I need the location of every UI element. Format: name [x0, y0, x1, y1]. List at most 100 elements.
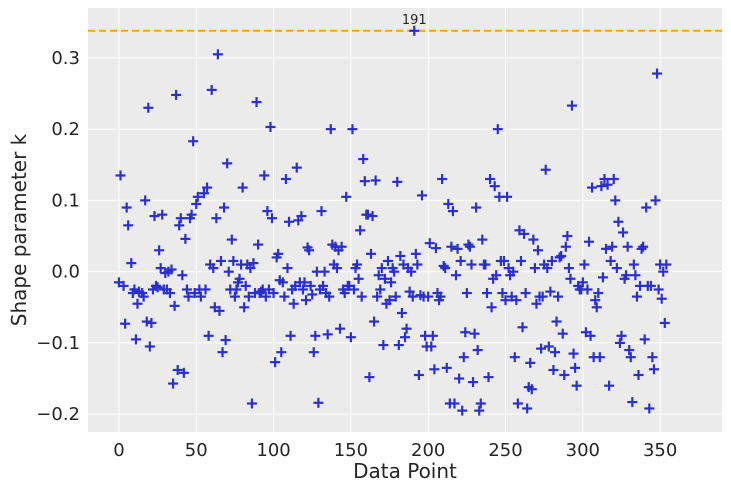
x-tick-label: 100 — [256, 440, 290, 461]
data-point — [183, 291, 194, 302]
data-point — [301, 295, 312, 306]
data-point — [475, 398, 486, 409]
data-point — [587, 182, 598, 193]
data-point — [231, 284, 242, 295]
tick-labels: 0 50 100 150 200 250 300 350 −0.2 −0.1 0.0 0.1 0.2 0.… — [36, 48, 677, 461]
data-point — [151, 280, 162, 291]
data-point — [364, 372, 375, 383]
data-point — [543, 341, 554, 352]
data-point — [200, 284, 211, 295]
data-point — [393, 340, 404, 351]
data-point — [522, 403, 533, 414]
data-point — [331, 263, 342, 274]
data-point — [497, 288, 508, 299]
data-point — [562, 231, 573, 242]
data-point — [515, 255, 526, 266]
data-point — [441, 362, 452, 373]
data-point — [567, 100, 578, 111]
plot-background — [88, 8, 722, 432]
data-point — [246, 398, 257, 409]
x-tick-label: 50 — [185, 440, 208, 461]
data-point — [545, 286, 556, 297]
data-point — [528, 234, 539, 245]
data-point — [164, 288, 175, 299]
data-point — [171, 89, 182, 100]
data-point — [624, 345, 635, 356]
data-point — [426, 341, 437, 352]
data-point — [369, 316, 380, 327]
data-point — [202, 182, 213, 193]
data-point — [273, 248, 284, 259]
data-point — [376, 263, 387, 274]
data-point — [219, 202, 230, 213]
data-point — [130, 334, 141, 345]
data-point — [375, 284, 386, 295]
data-point — [214, 305, 225, 316]
data-point — [220, 335, 231, 346]
data-point — [318, 280, 329, 291]
data-point — [577, 277, 588, 288]
data-point — [430, 243, 441, 254]
data-point — [585, 330, 596, 341]
data-point — [613, 216, 624, 227]
data-point — [472, 345, 483, 356]
data-point — [149, 211, 160, 222]
data-point — [335, 323, 346, 334]
data-point — [198, 188, 209, 199]
data-point — [568, 348, 579, 359]
data-point — [424, 238, 435, 249]
data-point — [571, 380, 582, 391]
data-point — [389, 266, 400, 277]
data-point — [406, 266, 417, 277]
data-point — [256, 286, 267, 297]
data-point — [584, 236, 595, 247]
data-point — [471, 202, 482, 213]
data-point — [339, 288, 350, 299]
data-point — [458, 352, 469, 363]
data-point — [464, 241, 475, 252]
data-point — [277, 277, 288, 288]
data-point — [582, 284, 593, 295]
data-point — [560, 241, 571, 252]
data-point — [396, 307, 407, 318]
data-point — [483, 372, 494, 383]
data-point — [621, 270, 632, 281]
data-point — [644, 403, 655, 414]
data-point — [282, 263, 293, 274]
data-point — [474, 405, 485, 416]
x-tick-label: 350 — [643, 440, 677, 461]
data-point — [491, 270, 502, 281]
x-tick-label: 300 — [566, 440, 600, 461]
x-tick-label: 150 — [334, 440, 368, 461]
data-point — [559, 369, 570, 380]
data-point — [259, 170, 270, 181]
data-point — [208, 263, 219, 274]
data-point — [520, 288, 531, 299]
data-point — [457, 405, 468, 416]
data-point — [554, 252, 565, 263]
data-point — [429, 364, 440, 375]
data-point — [260, 291, 271, 302]
y-axis-label: Shape parameter k — [7, 133, 31, 326]
data-point — [597, 272, 608, 283]
data-point — [168, 378, 179, 389]
data-point — [638, 241, 649, 252]
data-point — [536, 343, 547, 354]
data-point — [489, 181, 500, 192]
data-point — [341, 191, 352, 202]
y-tick-label: 0.3 — [51, 48, 80, 69]
data-point — [548, 365, 559, 376]
data-point — [146, 317, 157, 328]
data-point — [395, 250, 406, 261]
data-point — [650, 195, 661, 206]
data-point — [604, 380, 615, 391]
data-point — [435, 291, 446, 302]
data-point — [517, 322, 528, 333]
data-point — [253, 239, 264, 250]
data-point — [463, 239, 474, 250]
data-point — [373, 270, 384, 281]
data-point — [359, 176, 370, 187]
data-point — [215, 255, 226, 266]
data-point — [367, 211, 378, 222]
data-point — [659, 317, 670, 328]
